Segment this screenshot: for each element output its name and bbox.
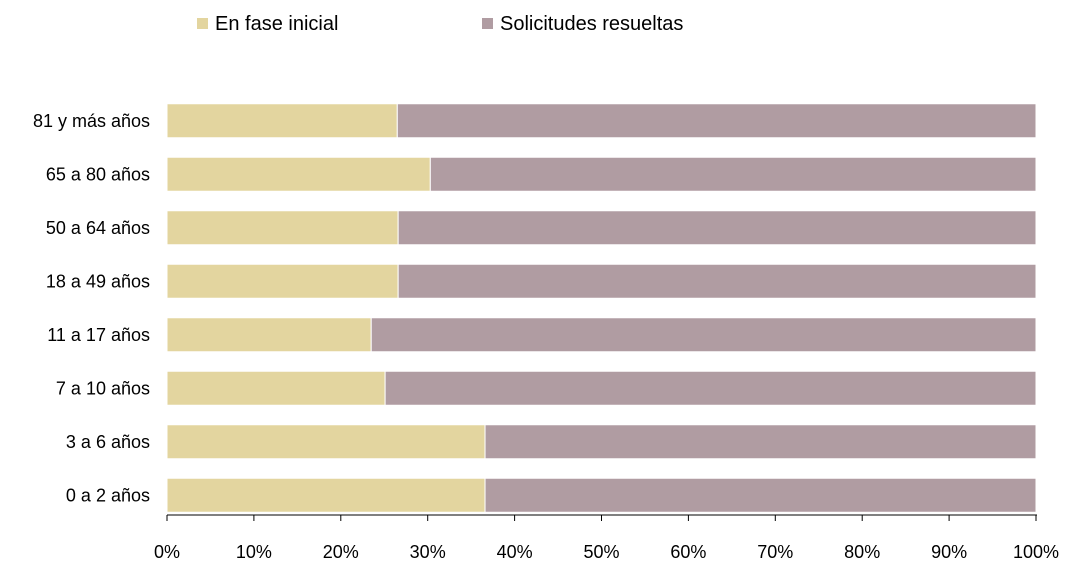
x-tick-label: 70% [757,542,793,562]
x-tick-label: 0% [154,542,180,562]
category-label: 81 y más años [33,111,150,131]
x-tick-label: 100% [1013,542,1059,562]
category-label: 0 a 2 años [66,485,150,505]
legend-item-en-fase-inicial: En fase inicial [197,13,338,35]
plot-area: 81 y más años 65 a 80 años 50 a 64 años 18 … [33,103,1037,513]
bar-solicitudes-resueltas-7-a-10-anos [384,370,1037,406]
x-tick-label: 50% [583,542,619,562]
category-label: 11 a 17 años [47,325,150,345]
category-label: 65 a 80 años [46,164,150,184]
category-label: 18 a 49 años [46,271,150,291]
bar-solicitudes-resueltas-81-y-mas-anos [396,103,1037,139]
bar-en-fase-inicial-3-a-6-anos [166,424,486,460]
bar-solicitudes-resueltas-11-a-17-anos [370,317,1037,353]
bar-en-fase-inicial-18-a-49-anos [166,263,399,299]
legend-label-solicitudes-resueltas: Solicitudes resueltas [500,13,683,35]
bar-en-fase-inicial-65-a-80-anos [166,156,431,192]
category-label: 50 a 64 años [46,218,150,238]
bar-solicitudes-resueltas-50-a-64-anos [397,210,1037,246]
legend: En fase inicial Solicitudes resueltas [197,13,683,35]
x-tick-label: 40% [497,542,533,562]
category-label: 3 a 6 años [66,432,150,452]
bar-en-fase-inicial-0-a-2-anos [166,477,486,513]
legend-swatch-en-fase-inicial [197,18,208,29]
x-tick-label: 30% [410,542,446,562]
bar-en-fase-inicial-11-a-17-anos [166,317,372,353]
category-label: 7 a 10 años [56,378,150,398]
x-tick-label: 20% [323,542,359,562]
legend-item-solicitudes-resueltas: Solicitudes resueltas [482,13,683,35]
x-tick-label: 60% [670,542,706,562]
legend-swatch-solicitudes-resueltas [482,18,493,29]
x-axis: 0% 10% 20% 30% 40% 50% 60% 70% 80% 90% 100% [154,514,1059,562]
bar-solicitudes-resueltas-0-a-2-anos [484,477,1037,513]
x-tick-label: 90% [931,542,967,562]
bar-en-fase-inicial-7-a-10-anos [166,370,386,406]
bar-en-fase-inicial-81-y-mas-anos [166,103,398,139]
bar-solicitudes-resueltas-3-a-6-anos [484,424,1037,460]
legend-label-en-fase-inicial: En fase inicial [215,13,338,35]
bar-solicitudes-resueltas-65-a-80-anos [429,156,1037,192]
bar-solicitudes-resueltas-18-a-49-anos [397,263,1037,299]
x-tick-label: 10% [236,542,272,562]
bar-en-fase-inicial-50-a-64-anos [166,210,399,246]
x-tick-label: 80% [844,542,880,562]
